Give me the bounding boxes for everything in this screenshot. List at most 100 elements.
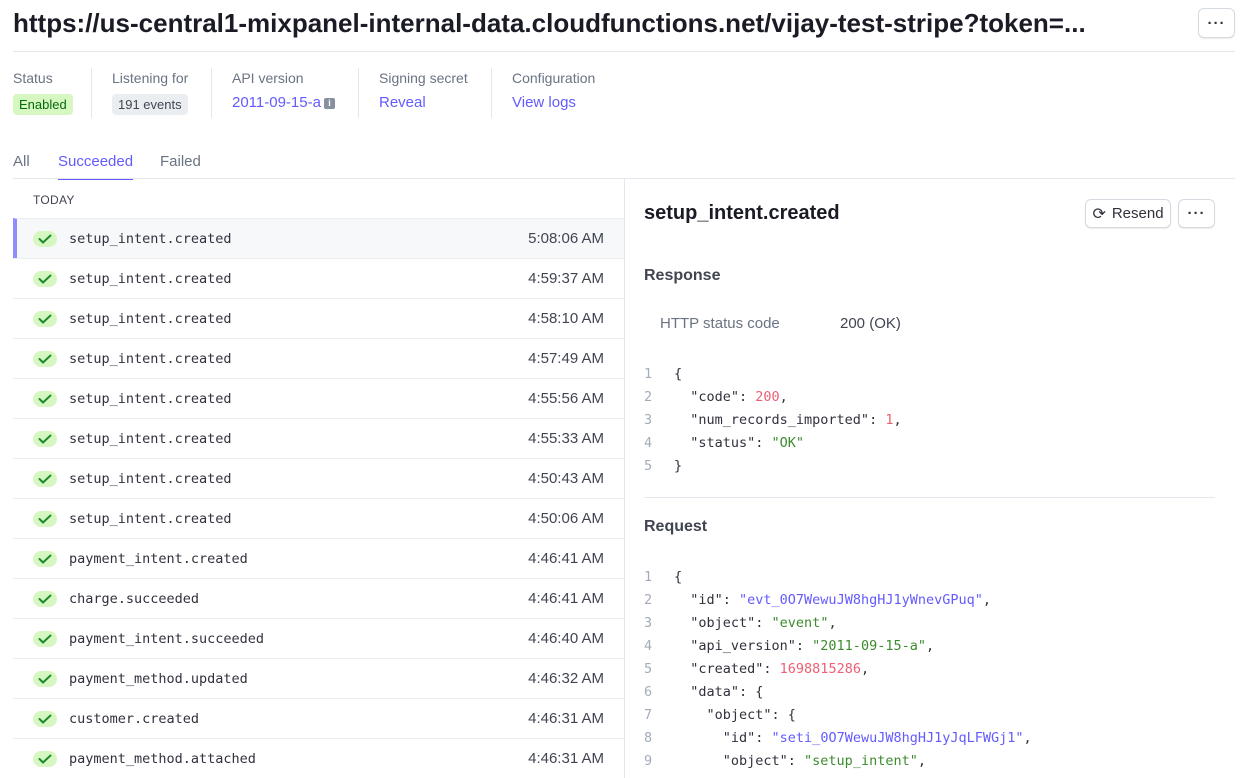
detail-more-button[interactable]: ···	[1178, 199, 1215, 228]
code-line: 3 "object": "event",	[644, 612, 1032, 635]
event-name: setup_intent.created	[69, 390, 232, 407]
event-row[interactable]: setup_intent.created 4:55:33 AM	[13, 418, 624, 458]
endpoint-url-title: https://us-central1-mixpanel-internal-da…	[13, 8, 1086, 38]
meta-api-version: API version 2011-09-15-a i	[211, 68, 355, 118]
code-token: "object":	[674, 753, 805, 769]
api-version-label: API version	[232, 70, 304, 86]
check-icon	[33, 670, 57, 687]
event-row[interactable]: setup_intent.created 4:50:43 AM	[13, 458, 624, 498]
line-number: 4	[644, 638, 653, 654]
code-token: ,	[828, 615, 837, 631]
http-status-label: HTTP status code	[660, 315, 780, 332]
status-badge: Enabled	[13, 94, 73, 115]
retry-icon: ⟳	[1092, 205, 1106, 223]
line-number: 9	[644, 753, 653, 769]
code-token: "data": {	[674, 684, 764, 700]
event-name: setup_intent.created	[69, 310, 232, 327]
event-time: 4:50:43 AM	[528, 470, 604, 487]
event-row[interactable]: payment_intent.created 4:46:41 AM	[13, 538, 624, 578]
response-body: 1{2 "code": 200, 3 "num_records_imported"…	[644, 363, 902, 478]
line-number: 8	[644, 730, 653, 746]
event-row[interactable]: payment_method.updated 4:46:32 AM	[13, 658, 624, 698]
reveal-link[interactable]: Reveal	[379, 94, 426, 111]
event-time: 4:50:06 AM	[528, 510, 604, 527]
event-row[interactable]: setup_intent.created 5:08:06 AM	[13, 218, 624, 258]
event-row[interactable]: setup_intent.created 4:59:37 AM	[13, 258, 624, 298]
events-count-badge[interactable]: 191 events	[112, 94, 188, 115]
response-heading: Response	[644, 267, 721, 284]
code-token: "OK"	[771, 435, 805, 451]
event-row[interactable]: payment_method.attached 4:46:31 AM	[13, 738, 624, 778]
line-number: 2	[644, 592, 653, 608]
event-name: setup_intent.created	[69, 510, 232, 527]
tab-failed[interactable]: Failed	[160, 153, 201, 170]
code-line: 1{	[644, 363, 902, 386]
event-row[interactable]: payment_intent.succeeded 4:46:40 AM	[13, 618, 624, 658]
event-time: 4:55:33 AM	[528, 430, 604, 447]
status-label: Status	[13, 70, 53, 86]
more-options-button[interactable]: ···	[1198, 8, 1235, 38]
code-line: 5 "created": 1698815286,	[644, 658, 1032, 681]
api-version-link[interactable]: 2011-09-15-a	[232, 94, 321, 111]
code-token: ,	[860, 661, 870, 677]
event-time: 4:57:49 AM	[528, 350, 604, 367]
event-time: 4:46:31 AM	[528, 710, 604, 727]
event-name: setup_intent.created	[69, 430, 232, 447]
code-token: ,	[925, 638, 935, 654]
check-icon	[33, 310, 57, 327]
tab-all[interactable]: All	[13, 153, 30, 170]
code-token: "seti_0O7WewuJW8hgHJ1yJqLFWGj1"	[771, 730, 1024, 746]
code-token: "status":	[674, 435, 772, 451]
event-name: customer.created	[69, 710, 200, 727]
info-icon[interactable]: i	[323, 98, 335, 109]
event-name: setup_intent.created	[69, 350, 232, 367]
code-token: ,	[779, 389, 788, 405]
check-icon	[33, 590, 57, 607]
code-line: 7 "object": {	[644, 704, 1032, 727]
check-icon	[33, 350, 57, 367]
code-token: }	[674, 458, 683, 474]
event-row[interactable]: setup_intent.created 4:55:56 AM	[13, 378, 624, 418]
code-line: 6 "data": {	[644, 681, 1032, 704]
code-token: "id":	[674, 592, 740, 608]
event-name: payment_method.updated	[69, 670, 248, 687]
code-line: 2 "code": 200,	[644, 386, 902, 409]
event-row[interactable]: setup_intent.created 4:57:49 AM	[13, 338, 624, 378]
meta-signing-secret: Signing secret Reveal	[358, 68, 488, 118]
event-name: setup_intent.created	[69, 470, 232, 487]
event-row[interactable]: setup_intent.created 4:58:10 AM	[13, 298, 624, 338]
ellipsis-icon: ···	[1207, 14, 1226, 32]
check-icon	[33, 230, 57, 247]
event-row[interactable]: setup_intent.created 4:50:06 AM	[13, 498, 624, 538]
view-logs-link[interactable]: View logs	[512, 94, 576, 111]
code-token: 1	[885, 412, 894, 428]
line-number: 4	[644, 435, 653, 451]
event-name: setup_intent.created	[69, 270, 232, 287]
event-detail-title: setup_intent.created	[644, 202, 840, 224]
line-number: 7	[644, 707, 653, 723]
code-token: ,	[982, 592, 992, 608]
line-number: 5	[644, 661, 653, 677]
line-number: 2	[644, 389, 653, 405]
request-heading: Request	[644, 518, 708, 535]
event-time: 4:59:37 AM	[528, 270, 604, 287]
resend-button[interactable]: ⟳ Resend	[1085, 199, 1171, 228]
line-number: 5	[644, 458, 653, 474]
code-token: "id":	[674, 730, 772, 746]
code-token: 1698815286	[779, 661, 861, 677]
event-time: 4:46:40 AM	[528, 630, 604, 647]
listening-label: Listening for	[112, 70, 189, 86]
event-time: 4:46:31 AM	[528, 750, 604, 767]
code-token: "setup_intent"	[804, 753, 918, 769]
event-row[interactable]: charge.succeeded 4:46:41 AM	[13, 578, 624, 618]
event-name: payment_intent.created	[69, 550, 248, 567]
tab-succeeded[interactable]: Succeeded	[58, 153, 134, 180]
tabs-divider	[13, 178, 1235, 179]
code-token: "2011-09-15-a"	[812, 638, 926, 654]
event-row[interactable]: customer.created 4:46:31 AM	[13, 698, 624, 738]
code-token: "created":	[674, 661, 780, 677]
event-list: setup_intent.created 5:08:06 AM setup_in…	[13, 218, 624, 778]
event-time: 5:08:06 AM	[528, 230, 604, 247]
check-icon	[33, 750, 57, 767]
check-icon	[33, 710, 57, 727]
